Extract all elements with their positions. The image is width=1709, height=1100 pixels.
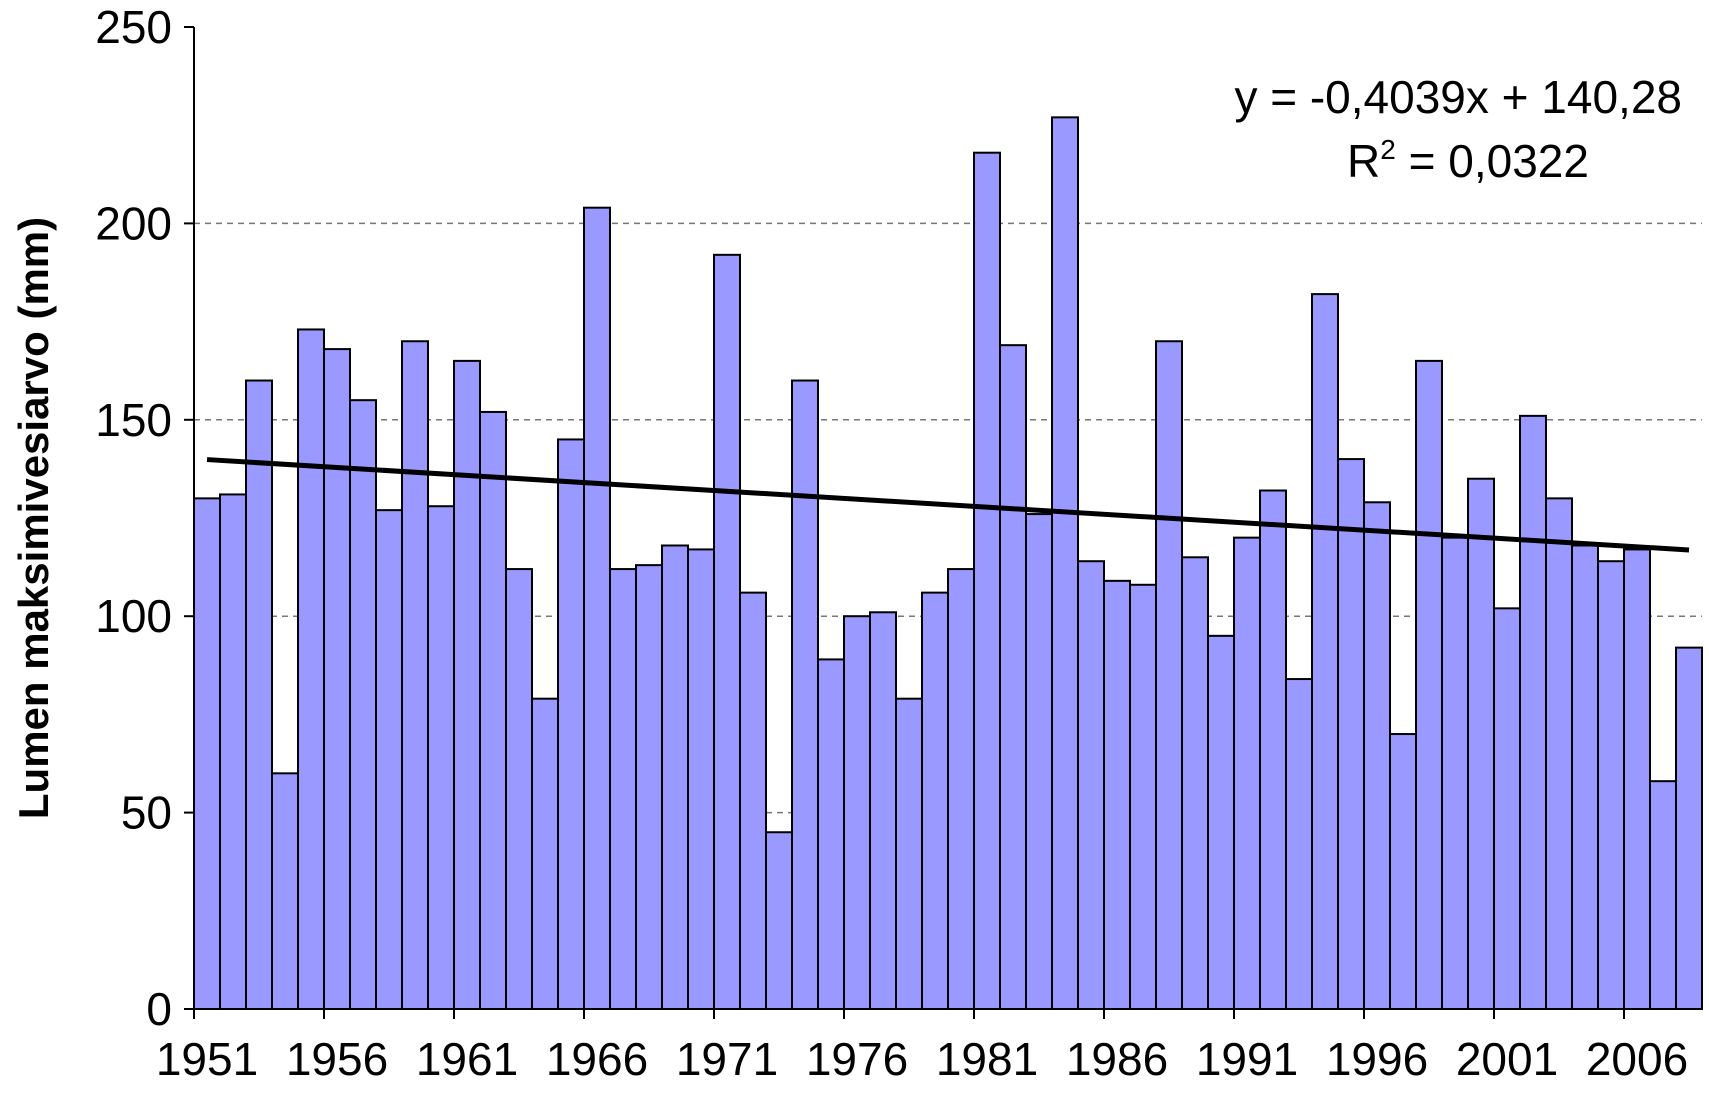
bar	[1285, 678, 1313, 1010]
x-tick-label: 2006	[1586, 1033, 1688, 1085]
bar	[843, 615, 871, 1010]
bar	[349, 399, 377, 1011]
bar	[375, 509, 403, 1010]
bar	[1623, 548, 1651, 1010]
bar	[1337, 458, 1365, 1010]
x-tick-label: 1986	[1066, 1033, 1168, 1085]
bar	[1025, 513, 1053, 1011]
bar	[1441, 536, 1469, 1010]
bar	[219, 493, 247, 1010]
r-squared-rest: = 0,0322	[1396, 135, 1589, 187]
bar	[1051, 116, 1079, 1011]
bar	[323, 348, 351, 1010]
bar	[791, 379, 819, 1010]
bar	[531, 697, 559, 1010]
bar	[1103, 579, 1131, 1011]
bar	[765, 831, 793, 1010]
bar	[1649, 780, 1677, 1011]
bar	[973, 151, 1001, 1011]
trend-equation: y = -0,4039x + 140,28	[1234, 71, 1682, 123]
bar	[869, 611, 897, 1010]
r-squared-base: R	[1347, 135, 1380, 187]
bar	[999, 344, 1027, 1010]
bar	[1181, 556, 1209, 1011]
x-tick-label: 1966	[546, 1033, 648, 1085]
bar	[297, 328, 325, 1010]
r-squared: R2 = 0,0322	[1347, 134, 1589, 187]
x-tick-label: 1996	[1326, 1033, 1428, 1085]
y-axis-label: Lumen maksimivesiarvo (mm)	[10, 217, 57, 819]
bar	[635, 564, 663, 1010]
x-tick-label: 1961	[416, 1033, 518, 1085]
bar	[609, 568, 637, 1011]
bar	[1519, 414, 1547, 1010]
bar	[921, 591, 949, 1011]
y-tick-label: 50	[121, 787, 172, 839]
bar	[505, 568, 533, 1011]
bar	[1363, 501, 1391, 1010]
y-tick-label: 200	[95, 197, 172, 249]
bar	[1571, 544, 1599, 1010]
bar	[713, 253, 741, 1011]
trendline	[206, 457, 1690, 553]
bar	[1389, 733, 1417, 1010]
y-tick-label: 250	[95, 1, 172, 53]
bar	[661, 544, 689, 1010]
bar	[1155, 340, 1183, 1010]
bar	[739, 591, 767, 1011]
bar	[1233, 536, 1261, 1010]
x-tick-label: 1991	[1196, 1033, 1298, 1085]
r-squared-sup: 2	[1380, 134, 1396, 165]
bar	[1415, 359, 1443, 1010]
bar	[557, 438, 585, 1010]
bar	[947, 568, 975, 1011]
bar	[1545, 497, 1573, 1010]
x-tick-label: 1951	[156, 1033, 258, 1085]
bar	[1259, 489, 1287, 1010]
x-tick-label: 1976	[806, 1033, 908, 1085]
x-tick-label: 1971	[676, 1033, 778, 1085]
bar	[1597, 560, 1625, 1010]
bar	[245, 379, 273, 1010]
bar	[1467, 477, 1495, 1011]
bar	[1311, 293, 1339, 1010]
y-tick-label: 0	[146, 983, 172, 1035]
bar	[479, 410, 507, 1011]
bar	[401, 340, 429, 1010]
x-tick-label: 2001	[1456, 1033, 1558, 1085]
bar	[1077, 560, 1105, 1010]
x-tick-label: 1981	[936, 1033, 1038, 1085]
bar	[1675, 646, 1703, 1011]
bar	[453, 359, 481, 1010]
bar	[1207, 634, 1235, 1011]
bar	[271, 772, 299, 1010]
bar	[895, 697, 923, 1010]
bar	[687, 548, 715, 1010]
x-tick-label: 1956	[286, 1033, 388, 1085]
bar	[193, 497, 221, 1010]
y-tick-label: 100	[95, 590, 172, 642]
bar	[817, 658, 845, 1011]
bar	[1129, 583, 1157, 1010]
bar	[427, 505, 455, 1010]
bar	[583, 206, 611, 1011]
y-tick-label: 150	[95, 394, 172, 446]
bar	[1493, 607, 1521, 1010]
